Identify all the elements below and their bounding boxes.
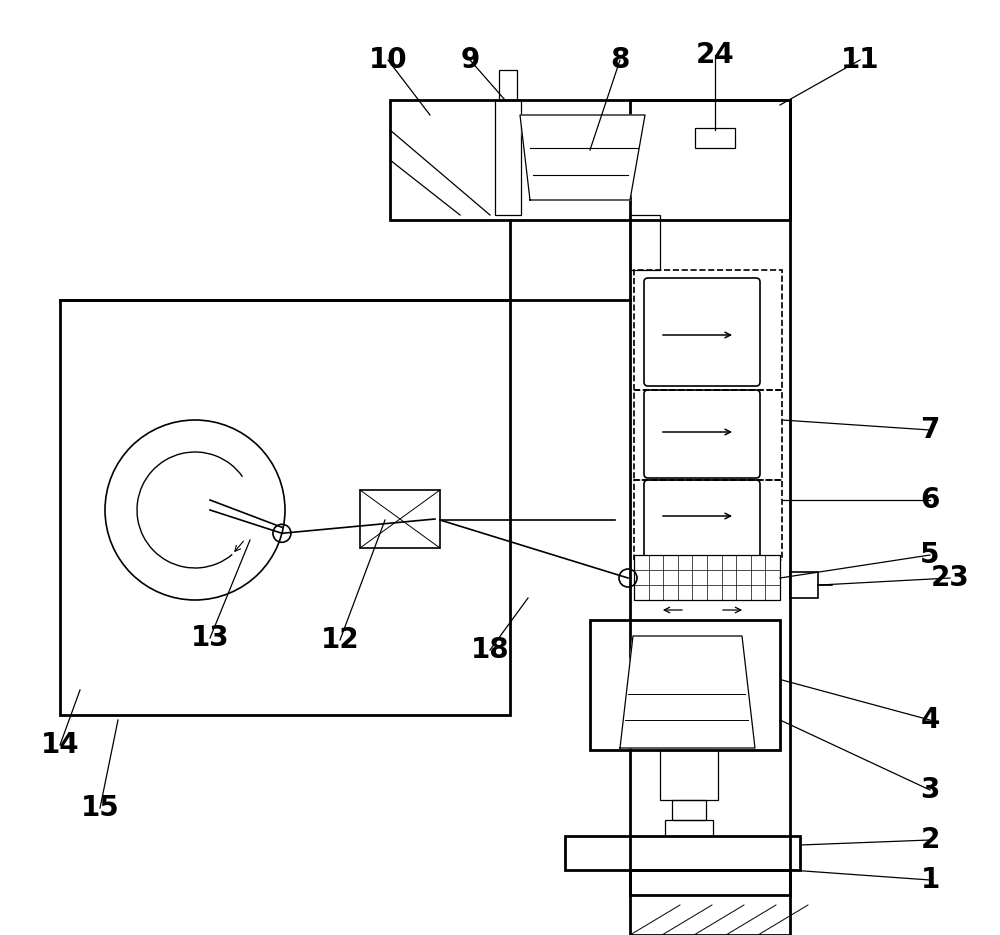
Text: 12: 12 (321, 626, 359, 654)
Bar (390, 100, 790, 220)
Bar (630, 215, 660, 270)
Text: 14: 14 (41, 731, 79, 759)
Text: 4: 4 (920, 706, 940, 734)
Text: 10: 10 (369, 46, 407, 74)
Polygon shape (520, 115, 645, 200)
Bar (695, 128, 735, 148)
Bar (634, 270, 782, 390)
Text: 5: 5 (920, 541, 940, 569)
Text: 13: 13 (191, 624, 229, 652)
Bar (790, 572, 818, 598)
Bar (495, 100, 521, 215)
Bar (634, 390, 782, 480)
Text: 11: 11 (841, 46, 879, 74)
Text: 9: 9 (460, 46, 480, 74)
Bar (634, 480, 782, 560)
Text: 18: 18 (471, 636, 509, 664)
Bar (672, 800, 706, 820)
Text: 7: 7 (920, 416, 940, 444)
Bar (565, 836, 800, 870)
Bar (590, 620, 780, 750)
Bar (630, 870, 790, 935)
Bar (634, 555, 780, 600)
Text: 2: 2 (920, 826, 940, 854)
Bar (60, 300, 510, 715)
Text: 8: 8 (610, 46, 630, 74)
Text: 3: 3 (920, 776, 940, 804)
Bar (499, 70, 517, 100)
Bar (660, 750, 718, 800)
Bar (665, 820, 713, 836)
Text: 1: 1 (920, 866, 940, 894)
Text: 24: 24 (696, 41, 734, 69)
Text: 6: 6 (920, 486, 940, 514)
Text: 15: 15 (81, 794, 119, 822)
Bar (630, 100, 790, 895)
Text: 23: 23 (931, 564, 969, 592)
Polygon shape (620, 636, 755, 748)
Bar (360, 490, 440, 548)
